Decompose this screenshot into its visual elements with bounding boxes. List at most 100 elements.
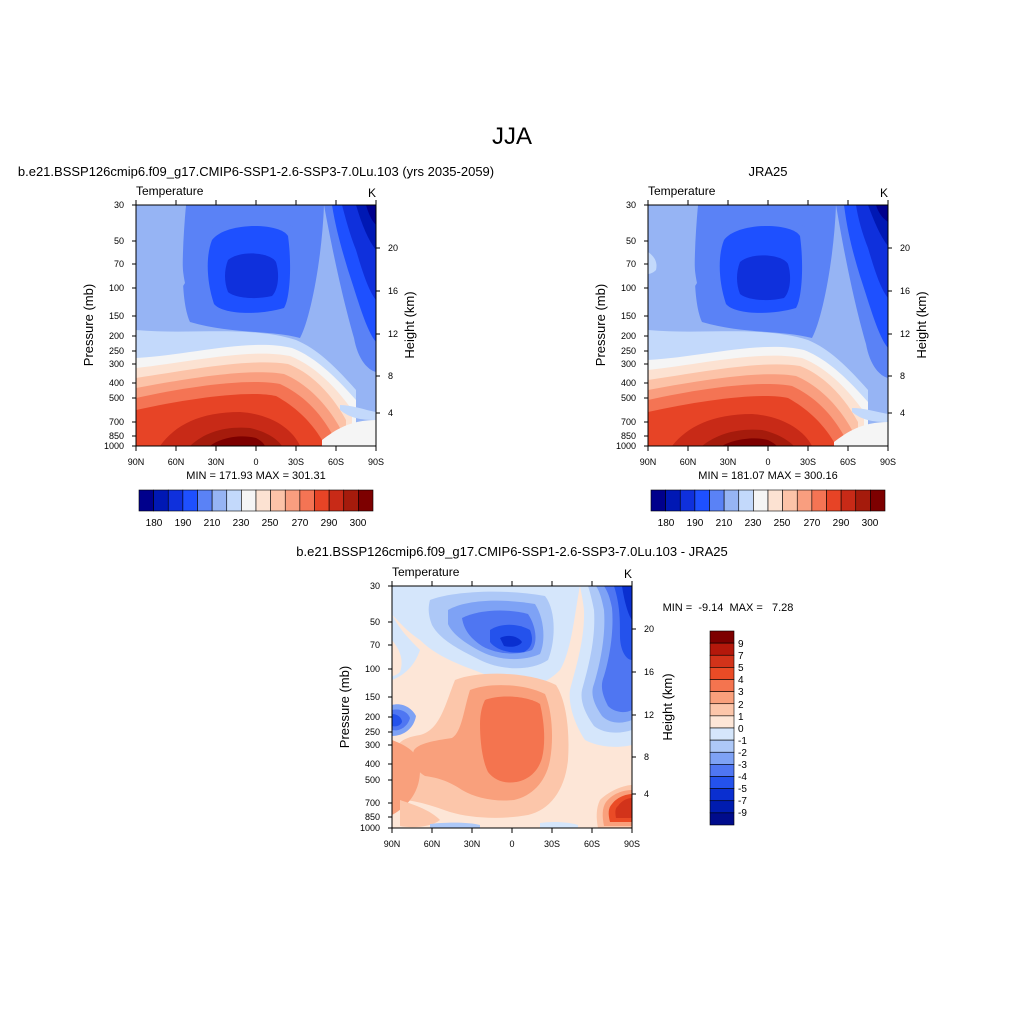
colorbar-box [840, 489, 857, 512]
panel-diff-variable: Temperature [392, 565, 460, 579]
colorbar-box [665, 489, 681, 512]
panel-obs-units: K [880, 186, 888, 200]
y-tick-label: 200 [365, 712, 380, 722]
colorbar-box [709, 727, 735, 741]
panel-obs-title: JRA25 [748, 164, 787, 179]
colorbar-box [182, 489, 198, 512]
colorbar-box [709, 751, 735, 765]
x-tick-label: 30N [208, 457, 225, 467]
y-tick-label: 100 [365, 664, 380, 674]
panel-model-stats: MIN = 171.93 MAX = 301.31 [186, 470, 325, 482]
y-tick-label: 250 [109, 346, 124, 356]
colorbar-label: 270 [292, 518, 309, 529]
y-tick-label: 700 [365, 798, 380, 808]
panel-diff-axes: 30 50 70 100 150 200 250 300 400 500 700… [337, 581, 675, 849]
colorbar-label: 180 [658, 518, 675, 529]
y2-tick-label: 8 [388, 371, 393, 381]
panel-diff-title: b.e21.BSSP126cmip6.f09_g17.CMIP6-SSP1-2.… [296, 544, 727, 559]
colorbar-diff: 9 7 5 4 3 2 1 0 -1 -2 -3 -4 -5 -7 -9 [709, 630, 747, 826]
colorbar-label: 190 [687, 518, 704, 529]
x-tick-label: 90N [128, 457, 145, 467]
colorbar-box [138, 489, 154, 512]
y-tick-label: 100 [109, 283, 124, 293]
x-tick-label: 60S [584, 839, 600, 849]
colorbar-label: 4 [738, 675, 744, 686]
colorbar-model-boxes [138, 489, 374, 512]
x-tick-label: 60S [328, 457, 344, 467]
colorbar-label: 7 [738, 651, 744, 662]
y-tick-label: 30 [114, 200, 124, 210]
y-tick-label: 300 [109, 359, 124, 369]
colorbar-box [153, 489, 169, 512]
x-tick-label: 60N [680, 457, 697, 467]
colorbar-box [358, 489, 374, 512]
colorbar-label: 230 [745, 518, 762, 529]
y-tick-label: 500 [109, 393, 124, 403]
panel-model-axes: 30 50 70 100 150 200 250 300 400 500 700… [81, 200, 417, 482]
colorbar-box [314, 489, 330, 512]
colorbar-label: 250 [774, 518, 791, 529]
colorbar-box [709, 715, 735, 729]
colorbar-box [709, 739, 735, 753]
y2-tick-label: 4 [900, 408, 905, 418]
colorbar-box [650, 489, 666, 512]
colorbar-box [709, 642, 735, 656]
y-axis-label: Pressure (mb) [337, 666, 352, 748]
colorbar-label: -7 [738, 796, 747, 807]
colorbar-label: 300 [862, 518, 879, 529]
colorbar-obs: 180 190 210 230 250 270 290 300 [650, 489, 886, 529]
panel-obs-variable: Temperature [648, 184, 716, 198]
panel-obs-axes: 30 50 70 100 150 200 250 300 400 500 700… [593, 200, 929, 482]
y-tick-label: 250 [365, 727, 380, 737]
y-tick-label: 700 [621, 417, 636, 427]
y-tick-label: 50 [370, 617, 380, 627]
colorbar-label: 190 [175, 518, 192, 529]
colorbar-box [270, 489, 286, 512]
colorbar-label: 5 [738, 663, 744, 674]
y2-tick-label: 12 [900, 329, 910, 339]
colorbar-box [226, 489, 242, 512]
y-tick-label: 400 [109, 378, 124, 388]
colorbar-box [211, 489, 228, 512]
panel-diff-stats: MIN = -9.14 MAX = 7.28 [663, 602, 794, 614]
y2-tick-label: 16 [388, 286, 398, 296]
colorbar-diff-boxes [709, 630, 735, 826]
colorbar-box [723, 489, 740, 512]
colorbar-box [709, 691, 735, 705]
colorbar-label: 300 [350, 518, 367, 529]
y-tick-label: 400 [365, 759, 380, 769]
colorbar-label: -5 [738, 784, 747, 795]
y-tick-label: 30 [370, 581, 380, 591]
y-tick-label: 850 [621, 431, 636, 441]
colorbar-box [709, 489, 725, 512]
y-tick-label: 1000 [360, 823, 380, 833]
y-tick-label: 1000 [104, 441, 124, 451]
x-tick-label: 90N [640, 457, 657, 467]
panel-diff-units: K [624, 567, 632, 581]
y-tick-label: 500 [365, 775, 380, 785]
colorbar-box [811, 489, 827, 512]
panel-obs-field [648, 205, 888, 446]
colorbar-box [767, 489, 783, 512]
colorbar-label: 210 [716, 518, 733, 529]
panel-model: b.e21.BSSP126cmip6.f09_g17.CMIP6-SSP1-2.… [18, 164, 494, 529]
y-tick-label: 70 [114, 259, 124, 269]
y-tick-label: 300 [621, 359, 636, 369]
y-tick-label: 500 [621, 393, 636, 403]
x-tick-label: 90N [384, 839, 401, 849]
y-tick-label: 30 [626, 200, 636, 210]
colorbar-box [284, 489, 301, 512]
y2-axis-label: Height (km) [402, 291, 417, 358]
colorbar-box [709, 812, 735, 826]
x-tick-label: 0 [253, 457, 258, 467]
colorbar-box [299, 489, 315, 512]
y-tick-label: 150 [621, 311, 636, 321]
y-tick-label: 1000 [616, 441, 636, 451]
y2-tick-label: 12 [388, 329, 398, 339]
panel-diff: b.e21.BSSP126cmip6.f09_g17.CMIP6-SSP1-2.… [296, 544, 793, 849]
colorbar-box [167, 489, 184, 512]
colorbar-box [782, 489, 798, 512]
colorbar-box [855, 489, 871, 512]
panel-model-field [136, 205, 376, 446]
y2-tick-label: 4 [388, 408, 393, 418]
